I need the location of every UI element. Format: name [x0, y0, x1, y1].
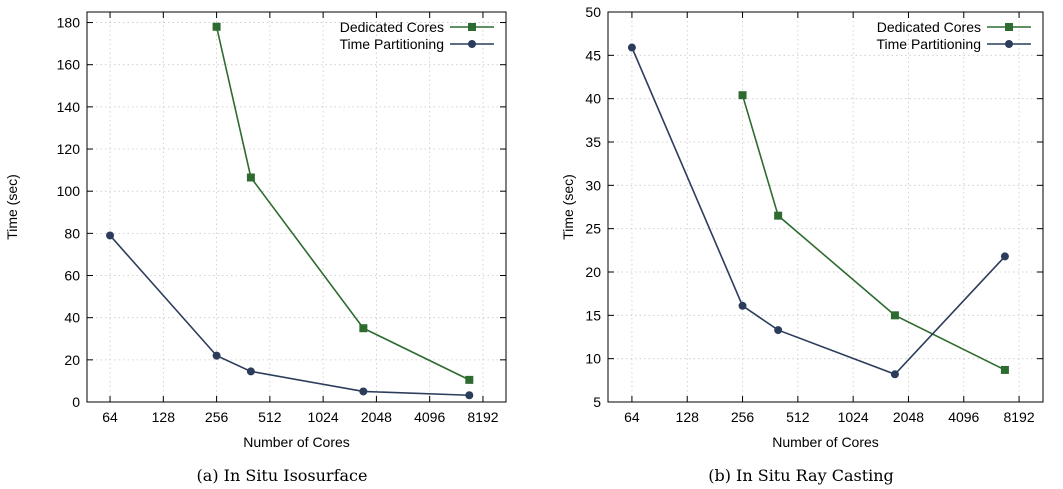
x-axis-label: Number of Cores	[243, 434, 350, 450]
y-tick-label: 0	[72, 394, 80, 410]
y-tick-label: 80	[64, 225, 80, 241]
x-tick-label: 1024	[838, 409, 869, 425]
data-point-square	[359, 324, 368, 333]
data-point-square	[465, 375, 474, 384]
x-axis-label: Number of Cores	[772, 434, 879, 450]
y-tick-label: 15	[585, 307, 601, 323]
chart-panel-2: 5 10 15 20 25 30 35 40 45 50 64 128 256 512 1024 2048 40…	[560, 4, 1044, 485]
figure-caption: (b) In Situ Ray Casting	[708, 466, 894, 485]
data-point-circle	[359, 387, 368, 396]
y-tick-label: 40	[64, 310, 80, 326]
legend-marker-square	[1005, 23, 1013, 31]
data-point-circle	[246, 367, 255, 376]
x-tick-label: 4096	[414, 409, 445, 425]
series-line-1	[741, 94, 1006, 371]
y-tick-label: 45	[585, 47, 601, 63]
plot-frame	[607, 11, 1044, 403]
data-point-square	[774, 211, 783, 220]
legend-marker-circle	[468, 40, 476, 48]
y-tick-label: 60	[64, 268, 80, 284]
y-tick-label: 140	[57, 99, 81, 115]
legend-marker-square	[468, 23, 476, 31]
x-tick-label: 64	[624, 409, 640, 425]
data-point-circle	[627, 43, 636, 52]
series-line-2	[109, 234, 470, 397]
data-point-square	[1000, 365, 1009, 374]
legend-marker-circle	[1005, 40, 1013, 48]
y-tick-label: 160	[57, 57, 81, 73]
x-tick-label: 4096	[948, 409, 979, 425]
legend-label: Time Partitioning	[876, 36, 981, 52]
data-point-circle	[465, 391, 474, 400]
x-tick-label: 128	[676, 409, 700, 425]
y-axis-label: Time (sec)	[4, 174, 20, 240]
x-tick-label: 2048	[361, 409, 392, 425]
y-tick-label: 35	[585, 134, 601, 150]
legend-label: Time Partitioning	[339, 36, 444, 52]
x-tick-label: 512	[258, 409, 282, 425]
y-tick-label: 30	[585, 177, 601, 193]
y-tick-label: 10	[585, 351, 601, 367]
y-tick-label: 100	[57, 183, 81, 199]
data-point-circle	[738, 301, 747, 310]
y-tick-label: 50	[585, 4, 601, 20]
x-tick-label: 1024	[308, 409, 339, 425]
data-point-circle	[212, 351, 221, 360]
chart-panel-1: 0 20 40 60 80 100 120 140 160 180 64 128 256 512 1024 2…	[4, 11, 507, 485]
y-tick-label: 20	[585, 264, 601, 280]
y-tick-label: 20	[64, 352, 80, 368]
y-tick-label: 25	[585, 221, 601, 237]
x-tick-label: 2048	[893, 409, 924, 425]
data-point-circle	[890, 370, 899, 379]
x-tick-label: 256	[731, 409, 755, 425]
series-line-1	[215, 26, 470, 381]
y-tick-label: 180	[57, 15, 81, 31]
y-axis-label: Time (sec)	[560, 174, 576, 240]
legend-label: Dedicated Cores	[877, 19, 981, 35]
figure-caption: (a) In Situ Isosurface	[197, 466, 368, 485]
x-tick-label: 8192	[1003, 409, 1034, 425]
data-point-square	[212, 22, 221, 31]
data-point-square	[738, 91, 747, 100]
data-point-circle	[774, 326, 783, 335]
series-line-2	[631, 47, 1006, 376]
x-tick-label: 256	[205, 409, 229, 425]
x-tick-label: 512	[786, 409, 810, 425]
y-tick-label: 5	[593, 394, 601, 410]
y-tick-label: 40	[585, 91, 601, 107]
data-point-circle	[106, 231, 115, 240]
x-tick-label: 8192	[467, 409, 498, 425]
x-tick-label: 64	[102, 409, 118, 425]
legend-label: Dedicated Cores	[340, 19, 444, 35]
y-tick-label: 120	[57, 141, 81, 157]
data-point-circle	[1000, 252, 1009, 261]
data-point-square	[890, 311, 899, 320]
plot-frame	[86, 11, 507, 403]
x-tick-label: 128	[152, 409, 176, 425]
data-point-square	[246, 173, 255, 182]
